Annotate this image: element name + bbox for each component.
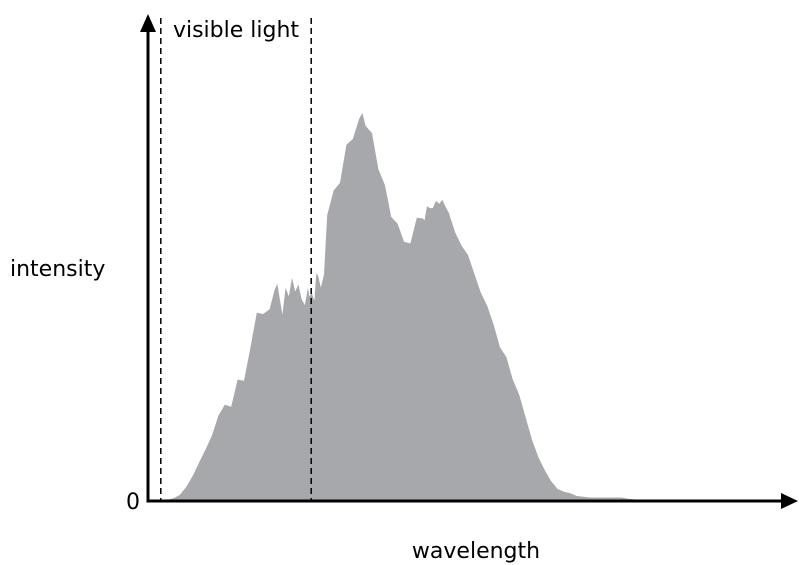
y-origin-label: 0 <box>126 490 140 515</box>
y-axis-arrowhead <box>140 14 156 32</box>
spectrum-area <box>160 113 705 501</box>
x-axis-arrowhead <box>781 493 798 509</box>
x-axis-label: wavelength <box>412 539 540 564</box>
visible-light-label: visible light <box>173 18 299 43</box>
y-axis-label: intensity <box>10 257 105 282</box>
